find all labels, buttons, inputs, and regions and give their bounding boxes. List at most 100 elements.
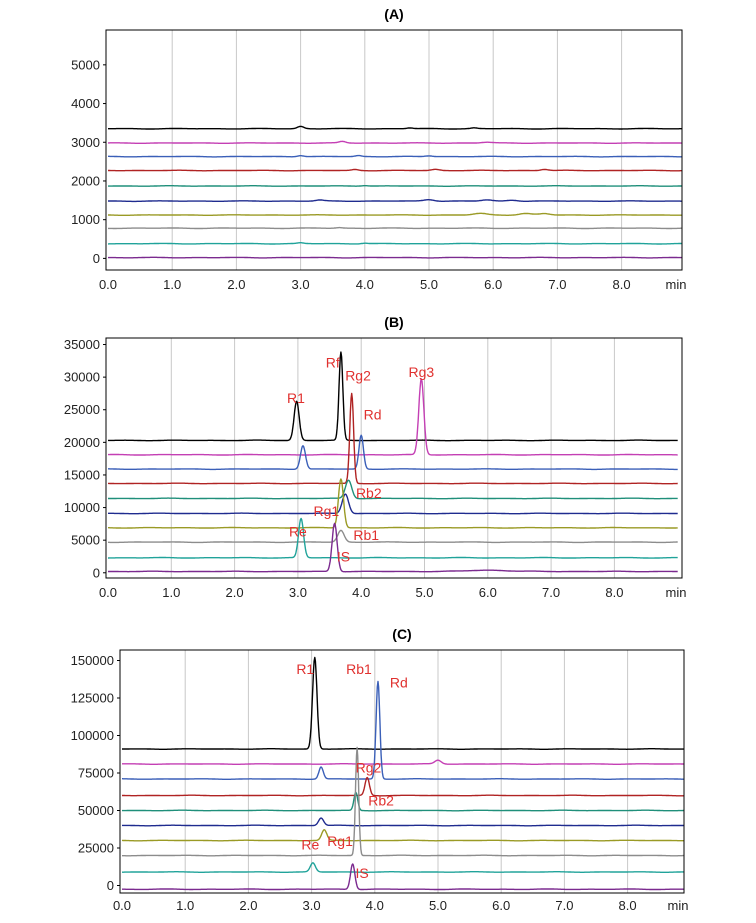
x-tick-label: 8.0 [605,585,623,600]
trace-darkred [107,392,678,485]
trace-blue [107,154,682,158]
x-tick-label: 5.0 [415,585,433,600]
x-tick-label: 1.0 [162,585,180,600]
plot-frame [105,29,683,271]
y-tick-label: 30000 [64,370,100,385]
x-tick-label: 6.0 [479,585,497,600]
chart-title: (B) [384,314,403,330]
peak-label: Rg1 [327,833,353,849]
y-tick-label: 4000 [71,96,100,111]
trace-navy [107,198,682,203]
x-tick-label: 0.0 [99,585,117,600]
y-tick-label: 50000 [78,803,114,818]
peak-label: Rd [364,407,382,423]
x-tick-label: 2.0 [226,585,244,600]
x-tick-label: 3.0 [292,277,310,292]
y-tick-label: 125000 [71,691,114,706]
x-tick-label: 1.0 [176,898,194,913]
y-tick-label: 25000 [64,402,100,417]
plot-frame [105,337,683,579]
trace-gray [107,226,682,230]
y-tick-label: 75000 [78,766,114,781]
trace-olive [107,478,678,529]
trace-teal [121,791,684,812]
trace-black [107,351,678,442]
trace-teal [107,184,682,188]
y-tick-label: 5000 [71,533,100,548]
x-tick-label: 7.0 [555,898,573,913]
x-tick-label: 3.0 [303,898,321,913]
y-tick-label: 35000 [64,337,100,352]
x-tick-label: 1.0 [163,277,181,292]
x-tick-label: 2.0 [239,898,257,913]
x-axis-label: min [666,277,687,292]
chart-title: (A) [384,6,403,22]
trace-olive [121,829,684,842]
x-tick-label: 8.0 [619,898,637,913]
y-tick-label: 5000 [71,57,100,72]
trace-olive [107,212,682,217]
y-tick-label: 2000 [71,173,100,188]
y-tick-label: 0 [93,251,100,266]
trace-cyan [121,862,684,873]
x-tick-label: 5.0 [429,898,447,913]
trace-darkred [107,168,682,172]
peak-label: Rb1 [353,527,379,543]
x-tick-label: 7.0 [542,585,560,600]
chart-panel-0: (A) 0.0 1.0 2.0 3.0 4.0 5.0 6.0 7.0 8.0 min 0 1000 20… [71,6,686,292]
peak-label: IS [356,865,369,881]
peak-label: R1 [296,661,314,677]
peak-label: Rb1 [346,661,372,677]
trace-purple [107,522,678,573]
x-tick-label: 5.0 [420,277,438,292]
trace-magenta [107,378,678,456]
x-tick-label: 4.0 [356,277,374,292]
peak-label: Rg2 [345,367,371,383]
peak-label: Rg1 [314,503,340,519]
peak-label: Rf [326,354,340,370]
peak-label: Re [289,523,307,539]
trace-cyan [107,517,678,559]
peak-label: Re [301,837,319,853]
traces-group [107,125,682,259]
trace-navy [121,817,684,827]
x-tick-label: 2.0 [227,277,245,292]
peak-label: Rg2 [356,759,382,775]
y-tick-label: 25000 [78,841,114,856]
peak-label: R1 [287,390,305,406]
trace-purple [121,863,684,891]
trace-gray [121,746,684,857]
trace-black [107,125,682,130]
x-axis-label: min [666,585,687,600]
trace-darkred [121,776,684,797]
peak-label: Rb2 [356,485,382,501]
y-tick-label: 100000 [71,728,114,743]
peak-label: IS [337,549,350,565]
trace-gray [107,529,678,544]
trace-magenta [107,140,682,145]
traces-group [107,351,678,573]
trace-blue [121,680,684,780]
trace-magenta [121,759,684,765]
chart-title: (C) [392,626,411,642]
x-tick-label: 8.0 [613,277,631,292]
x-tick-label: 6.0 [492,898,510,913]
y-tick-label: 20000 [64,435,100,450]
peak-label: Rg3 [408,364,434,380]
x-axis-label: min [668,898,689,913]
trace-purple [107,256,682,259]
x-tick-label: 4.0 [366,898,384,913]
y-tick-label: 1000 [71,212,100,227]
plot-frame [119,649,685,894]
y-tick-label: 10000 [64,500,100,515]
x-tick-label: 7.0 [548,277,566,292]
y-tick-label: 15000 [64,467,100,482]
chart-panel-1: (B) 0.0 1.0 2.0 3.0 4.0 5.0 6.0 7.0 8.0 min 0 5000 10… [64,314,687,600]
y-tick-label: 3000 [71,135,100,150]
trace-teal [107,479,678,500]
x-tick-label: 0.0 [99,277,117,292]
peak-label: Rd [390,675,408,691]
traces-group [121,656,684,891]
trace-black [121,656,684,750]
